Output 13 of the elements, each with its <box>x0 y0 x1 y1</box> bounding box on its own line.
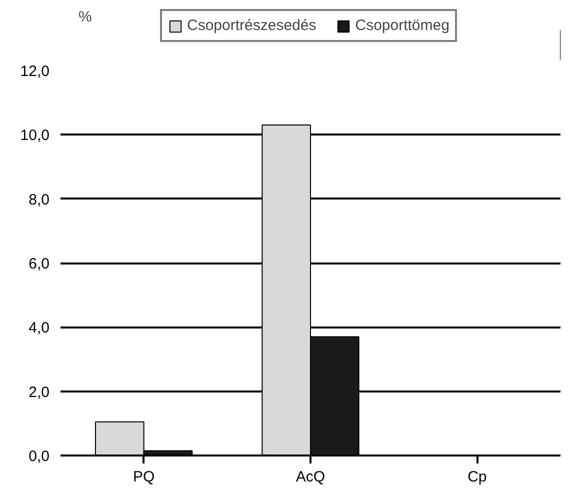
legend-label: Csoporttömeg <box>355 17 450 34</box>
y-tick-label: 8,0 <box>28 191 50 208</box>
y-tick-label: 10,0 <box>20 127 50 144</box>
y-tick-label: 0,0 <box>28 448 50 465</box>
legend-label: Csoportrészesedés <box>187 17 316 34</box>
y-axis-title: % <box>78 8 92 26</box>
x-tick-label: Cp <box>468 468 487 486</box>
x-tick-label: AcQ <box>296 468 326 486</box>
x-tick-label: PQ <box>132 468 155 486</box>
y-tick-label: 2,0 <box>28 384 50 401</box>
y-tick-label: 4,0 <box>28 320 50 337</box>
y-tick-label: 6,0 <box>28 256 50 272</box>
y-tick-label: 12,0 <box>20 63 50 80</box>
